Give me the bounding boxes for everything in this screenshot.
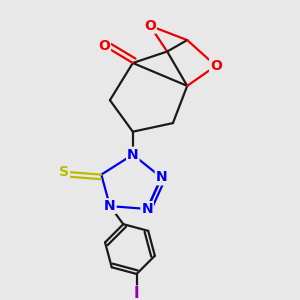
Text: N: N — [104, 199, 116, 213]
Text: N: N — [141, 202, 153, 216]
Text: I: I — [134, 286, 140, 300]
Text: O: O — [98, 39, 110, 53]
Text: N: N — [156, 170, 167, 184]
Text: O: O — [144, 19, 156, 33]
Text: N: N — [127, 148, 139, 162]
Text: O: O — [210, 59, 222, 73]
Text: S: S — [59, 165, 69, 179]
